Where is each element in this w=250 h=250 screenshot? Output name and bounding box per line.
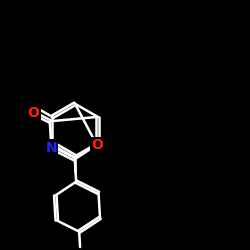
Text: N: N bbox=[46, 140, 57, 154]
Text: O: O bbox=[28, 106, 40, 120]
Text: O: O bbox=[91, 138, 103, 152]
